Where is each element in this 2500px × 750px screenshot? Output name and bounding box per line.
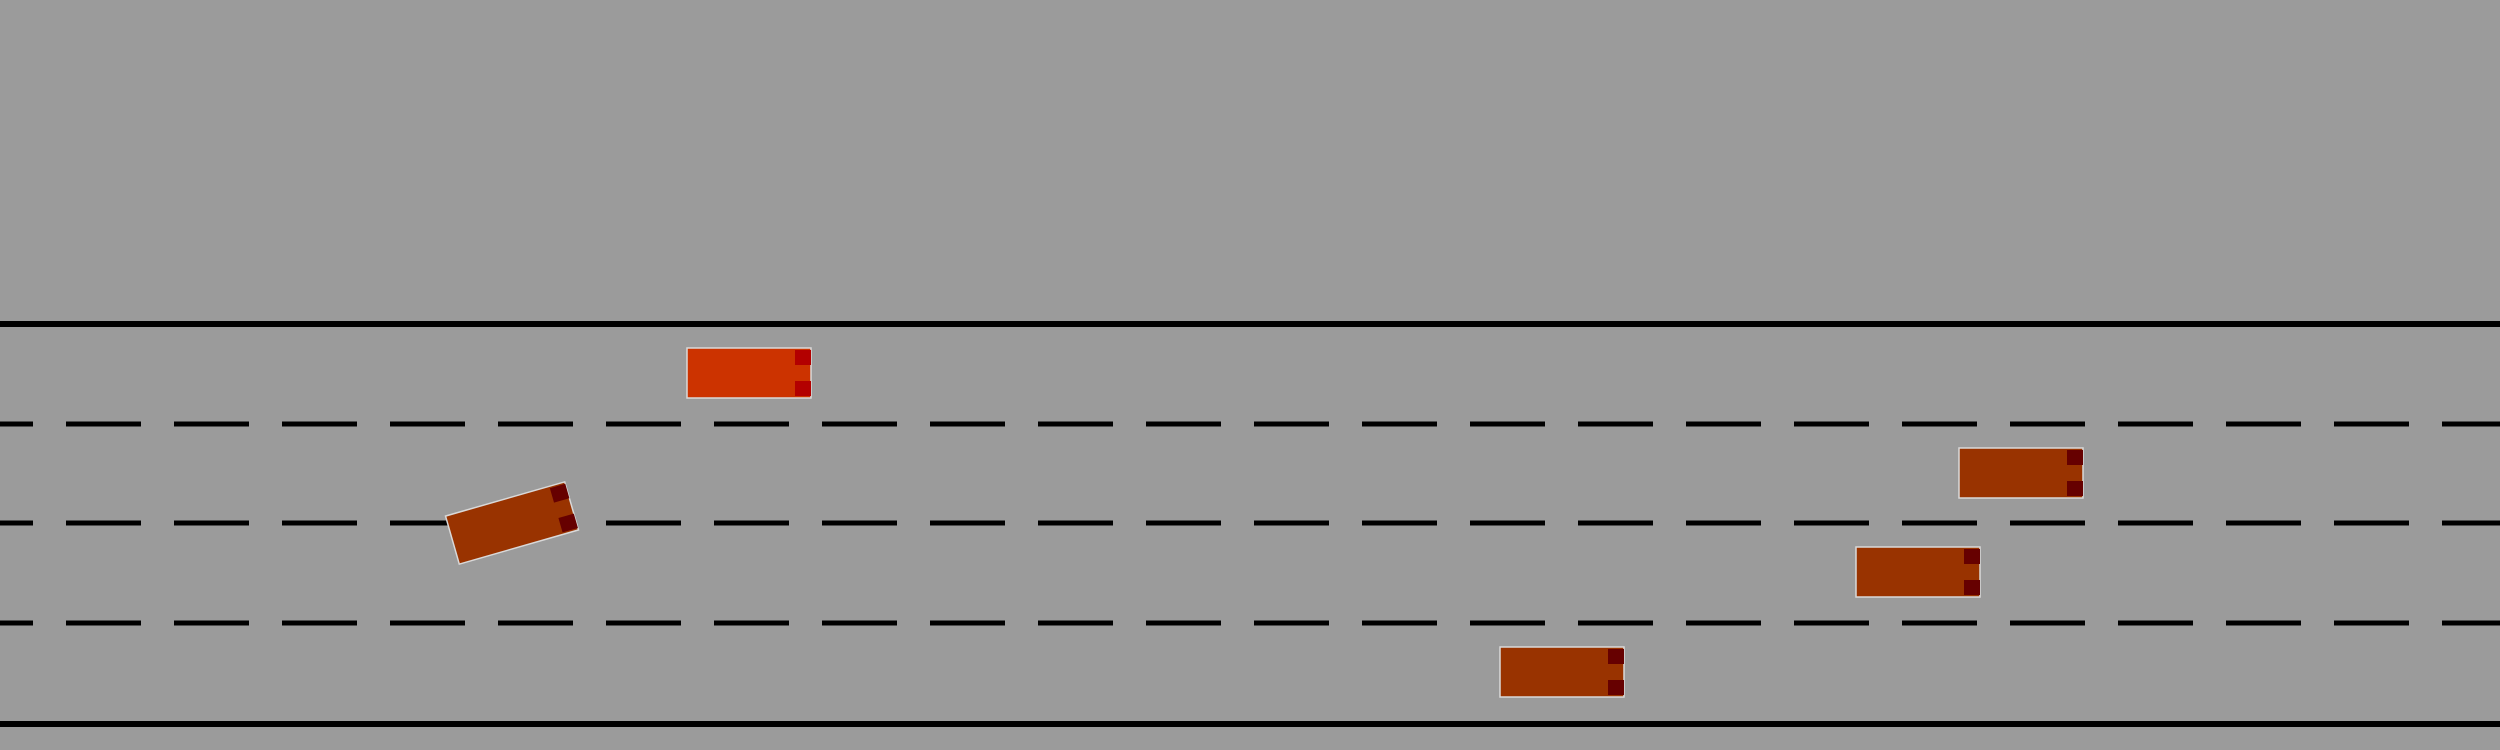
headlight-icon (558, 513, 578, 533)
vehicle-body (444, 480, 580, 566)
headlight-icon (1608, 680, 1624, 695)
vehicle-3 (1855, 546, 1981, 598)
vehicle-2 (1958, 447, 2084, 499)
vehicle-body (1855, 546, 1981, 598)
headlight-icon (2067, 450, 2083, 465)
headlight-icon (795, 381, 811, 396)
vehicle-4 (1499, 646, 1625, 698)
vehicle-1 (444, 480, 580, 566)
ego-vehicle (686, 347, 812, 399)
vehicle-body (1499, 646, 1625, 698)
headlight-icon (549, 483, 570, 503)
headlight-icon (1608, 649, 1624, 664)
vehicle-body (686, 347, 812, 399)
vehicle-body (1958, 447, 2084, 499)
headlight-icon (1964, 549, 1980, 564)
headlight-icon (2067, 481, 2083, 496)
headlight-icon (1964, 580, 1980, 595)
headlight-icon (795, 350, 811, 365)
